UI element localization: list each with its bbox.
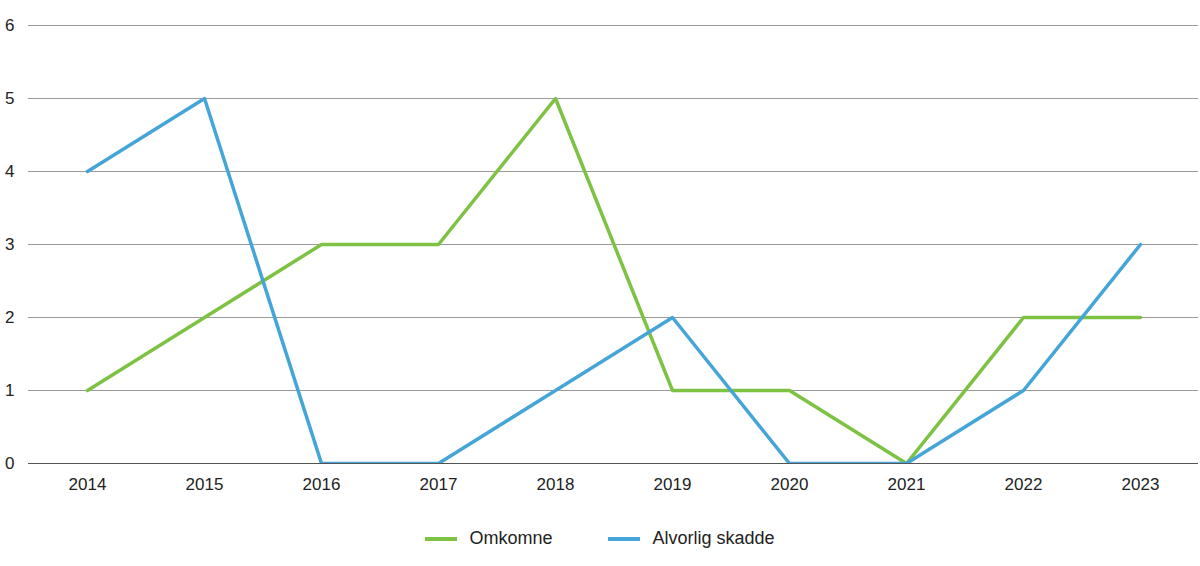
svg-text:2022: 2022 — [1005, 475, 1043, 494]
svg-text:6: 6 — [5, 16, 14, 35]
svg-text:2014: 2014 — [69, 475, 107, 494]
svg-text:2: 2 — [5, 308, 14, 327]
svg-text:2020: 2020 — [771, 475, 809, 494]
svg-text:2021: 2021 — [888, 475, 926, 494]
svg-text:2023: 2023 — [1122, 475, 1160, 494]
html-text:Omkomne: Omkomne — [469, 528, 553, 548]
svg-text:4: 4 — [5, 162, 14, 181]
svg-text:5: 5 — [5, 89, 14, 108]
svg-text:2015: 2015 — [186, 475, 224, 494]
svg-text:2019: 2019 — [654, 475, 692, 494]
svg-text:2018: 2018 — [537, 475, 575, 494]
svg-text:1: 1 — [5, 381, 14, 400]
svg-text:0: 0 — [5, 454, 14, 473]
svg-text:3: 3 — [5, 235, 14, 254]
html-text:Alvorlig skadde: Alvorlig skadde — [652, 528, 775, 548]
svg-text:2016: 2016 — [303, 475, 341, 494]
svg-text:2017: 2017 — [420, 475, 458, 494]
